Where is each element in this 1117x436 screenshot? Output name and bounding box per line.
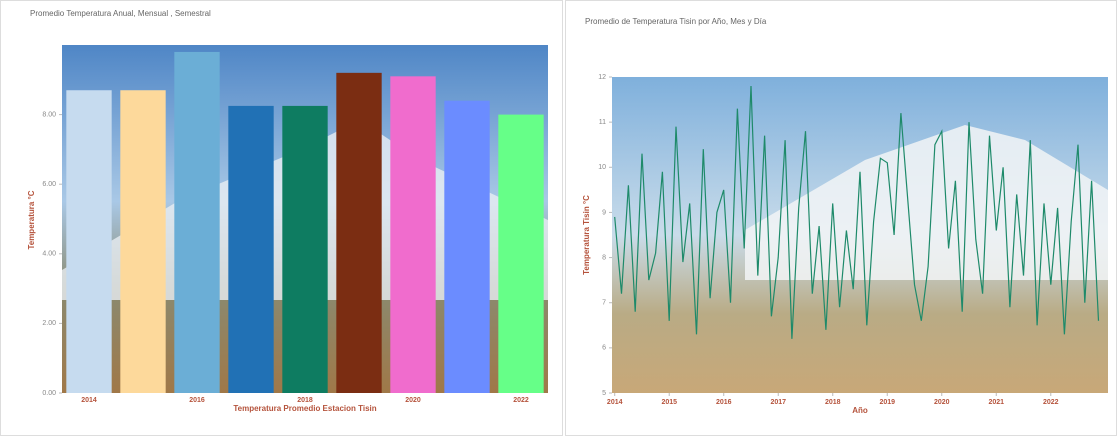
x-tick-label: 2022 [513,397,529,404]
chart-panel: Promedio Temperatura Anual, Mensual , Se… [0,0,563,436]
x-tick-label: 2020 [934,399,950,406]
y-tick-label: 4.00 [42,251,56,258]
y-axis-label: Temperatura °C [27,190,36,249]
bar [228,105,274,394]
x-tick-label: 2016 [716,399,732,406]
chart-panel: Promedio de Temperatura Tisin por Año, M… [565,0,1117,436]
y-tick-label: 5 [602,390,606,397]
bar [174,51,220,394]
x-tick-label: 2018 [297,397,313,404]
x-tick-label: 2018 [825,399,841,406]
y-tick-label: 8.00 [42,111,56,118]
bar [336,72,382,393]
x-tick-label: 2015 [661,399,677,406]
y-axis-label: Temperatura Tisin °C [582,195,591,275]
x-tick-label: 2014 [607,399,623,406]
x-tick-label: 2021 [988,399,1004,406]
x-tick-label: 2017 [770,399,786,406]
bar [120,90,166,394]
x-axis-label: Temperatura Promedio Estacion Tisin [233,404,376,413]
bar [444,100,490,394]
y-tick-label: 6 [602,345,606,352]
bar [390,76,436,393]
x-tick-label: 2020 [405,397,421,404]
y-tick-label: 7 [602,300,606,307]
bar [498,114,544,393]
y-tick-label: 6.00 [42,181,56,188]
y-tick-label: 8 [602,254,606,261]
y-tick-label: 0.00 [42,390,56,397]
y-tick-label: 9 [602,209,606,216]
y-tick-label: 11 [599,119,606,126]
chart-title: Promedio Temperatura Anual, Mensual , Se… [30,9,211,18]
y-tick-label: 10 [598,164,606,171]
line-series [614,85,1100,339]
chart-title: Promedio de Temperatura Tisin por Año, M… [585,17,767,26]
bar [282,105,328,394]
x-axis-label: Año [852,406,868,415]
bar [66,90,112,394]
y-tick-label: 2.00 [42,320,56,327]
x-tick-label: 2022 [1043,399,1059,406]
x-tick-label: 2014 [81,397,97,404]
x-tick-label: 2016 [189,397,205,404]
y-tick-label: 12 [598,74,606,81]
x-tick-label: 2019 [879,399,895,406]
